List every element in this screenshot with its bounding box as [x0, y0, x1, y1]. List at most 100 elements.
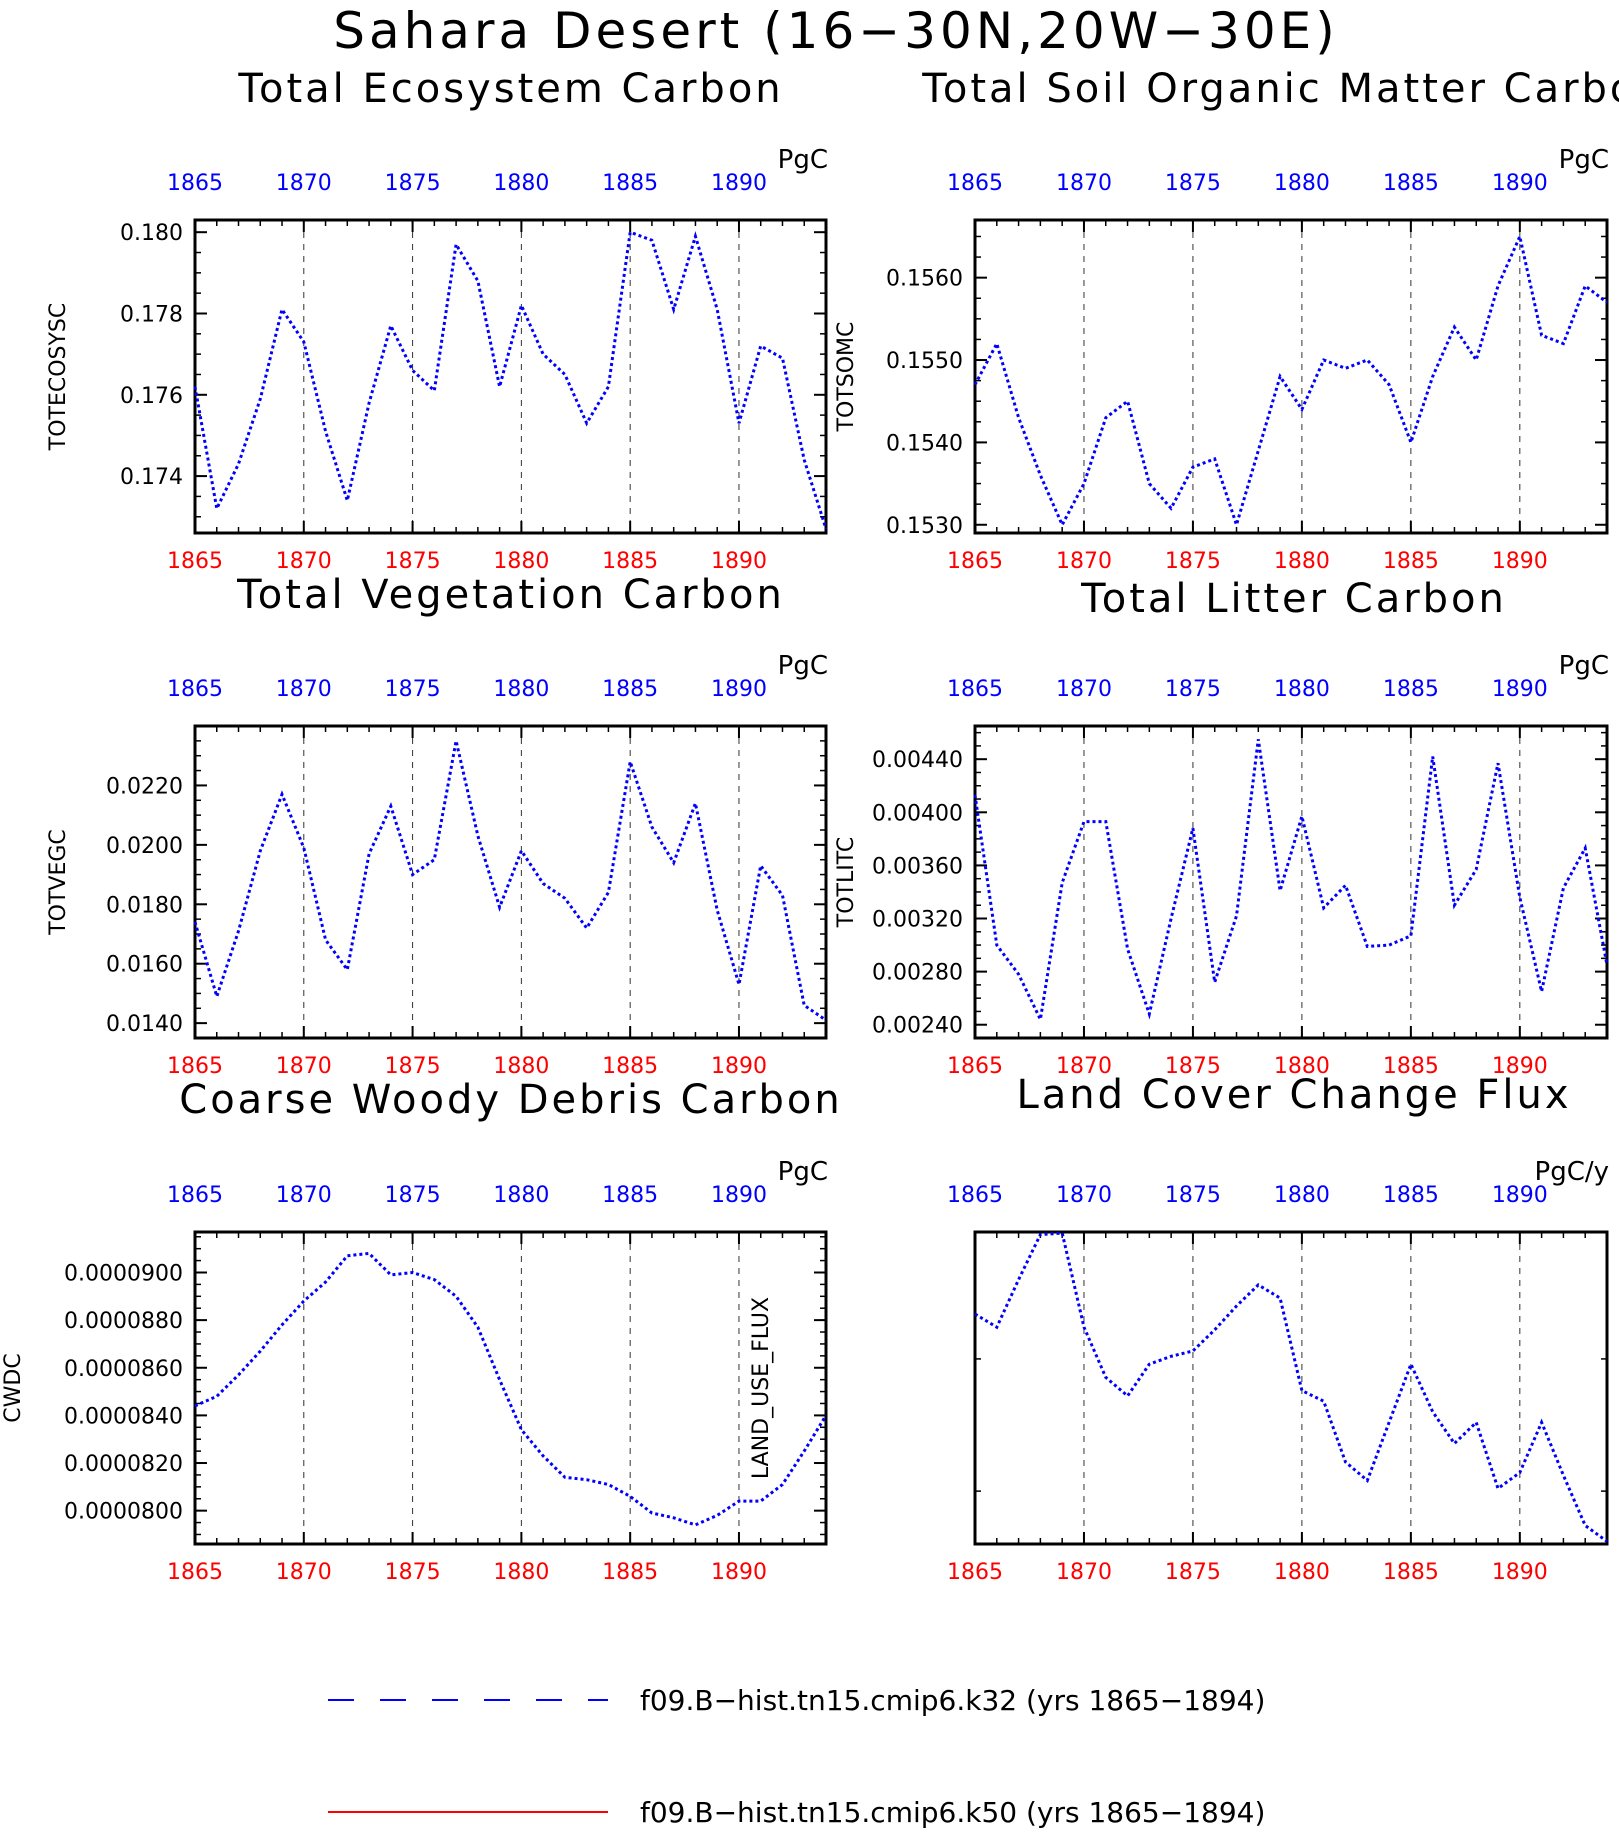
x-tick-label-bottom: 1865 — [947, 1054, 1003, 1079]
x-tick-label-bottom: 1880 — [1274, 549, 1330, 574]
x-tick-label-bottom: 1870 — [276, 1054, 332, 1079]
x-tick-label-top: 1890 — [711, 171, 767, 196]
panel-title: Total Ecosystem Carbon — [237, 66, 783, 112]
y-tick-label: 0.00240 — [872, 1014, 963, 1039]
plot-frame — [193, 218, 828, 535]
legend-label-k50: f09.B−hist.tn15.cmip6.k50 (yrs 1865−1894… — [640, 1796, 1265, 1829]
x-tick-label-bottom: 1875 — [385, 1560, 441, 1585]
series-line — [194, 1251, 828, 1527]
series-line — [974, 1231, 1608, 1543]
x-tick-label-bottom: 1870 — [276, 549, 332, 574]
y-tick-label: 0.00440 — [872, 748, 963, 773]
y-tick-label: 0.00400 — [872, 801, 963, 826]
x-tick-label-bottom: 1870 — [1056, 1054, 1112, 1079]
y-tick-label: 0.0000900 — [64, 1261, 183, 1286]
x-tick-label-top: 1865 — [947, 677, 1003, 702]
x-tick-label-bottom: 1870 — [1056, 1560, 1112, 1585]
x-tick-label-top: 1870 — [1056, 171, 1112, 196]
x-tick-label-bottom: 1880 — [493, 1054, 549, 1079]
y-axis-label: TOTECOSYSC — [46, 303, 71, 452]
y-tick-label: 0.00320 — [872, 908, 963, 933]
x-tick-label-top: 1890 — [1492, 171, 1548, 196]
x-tick-label-bottom: 1890 — [1492, 549, 1548, 574]
panel-title: Total Soil Organic Matter Carbon — [921, 66, 1619, 112]
x-tick-label-bottom: 1885 — [1383, 1560, 1439, 1585]
legend-label-k32: f09.B−hist.tn15.cmip6.k32 (yrs 1865−1894… — [640, 1684, 1265, 1717]
series-line — [193, 740, 827, 1022]
x-tick-label-top: 1880 — [493, 171, 549, 196]
y-tick-label: 0.0000800 — [64, 1500, 183, 1525]
x-tick-label-bottom: 1890 — [711, 549, 767, 574]
y-tick-label: 0.174 — [120, 465, 183, 490]
x-tick-label-top: 1880 — [493, 1183, 549, 1208]
y-tick-label: 0.178 — [120, 302, 183, 327]
y-tick-label: 0.1530 — [886, 514, 963, 539]
y-tick-label: 0.1540 — [886, 431, 963, 456]
series-line — [973, 739, 1609, 1025]
x-tick-label-top: 1875 — [1165, 1183, 1221, 1208]
x-tick-label-top: 1890 — [711, 677, 767, 702]
x-tick-label-top: 1865 — [167, 171, 223, 196]
x-tick-label-bottom: 1885 — [602, 549, 658, 574]
x-tick-label-top: 1870 — [276, 171, 332, 196]
x-tick-label-bottom: 1875 — [385, 549, 441, 574]
y-axis-label: CWDC — [1, 1353, 26, 1422]
y-tick-label: 0.176 — [120, 384, 183, 409]
x-tick-label-bottom: 1865 — [947, 549, 1003, 574]
x-tick-label-top: 1865 — [167, 677, 223, 702]
plot-frame — [973, 724, 1609, 1040]
x-tick-label-top: 1875 — [385, 677, 441, 702]
panel-3: Total Vegetation Carbon PgC 1865 1865 1870 18… — [46, 572, 828, 1079]
panel-title: Total Vegetation Carbon — [236, 572, 785, 618]
x-tick-label-bottom: 1875 — [1165, 1054, 1221, 1079]
panel-title: Coarse Woody Debris Carbon — [179, 1077, 842, 1123]
y-tick-label: 0.0220 — [106, 774, 183, 799]
x-tick-label-top: 1880 — [1274, 677, 1330, 702]
x-tick-label-bottom: 1885 — [602, 1560, 658, 1585]
units-label: PgC — [778, 651, 828, 681]
x-tick-label-bottom: 1885 — [1383, 1054, 1439, 1079]
panel-1: Total Ecosystem Carbon PgC 1865 1865 1870 187… — [46, 66, 828, 574]
panel-title: Total Litter Carbon — [1080, 576, 1507, 622]
legend: f09.B−hist.tn15.cmip6.k32 (yrs 1865−1894… — [328, 1684, 1265, 1829]
x-tick-label-bottom: 1865 — [167, 1054, 223, 1079]
x-tick-label-bottom: 1880 — [493, 549, 549, 574]
plot-frame — [193, 724, 828, 1040]
x-tick-label-top: 1890 — [1492, 677, 1548, 702]
x-tick-label-bottom: 1875 — [1165, 549, 1221, 574]
x-tick-label-bottom: 1880 — [1274, 1560, 1330, 1585]
series-line — [193, 230, 828, 530]
x-tick-label-top: 1870 — [1056, 1183, 1112, 1208]
x-tick-label-bottom: 1880 — [1274, 1054, 1330, 1079]
y-tick-label: 0.00280 — [872, 961, 963, 986]
x-tick-label-bottom: 1885 — [602, 1054, 658, 1079]
y-tick-label: 0.0000860 — [64, 1357, 183, 1382]
x-tick-label-top: 1865 — [167, 1183, 223, 1208]
units-label: PgC/y — [1535, 1157, 1609, 1187]
y-axis-label: TOTVEGC — [46, 829, 71, 936]
x-tick-label-top: 1865 — [947, 171, 1003, 196]
y-tick-label: 0.0000880 — [64, 1309, 183, 1334]
y-tick-label: 0.0000820 — [64, 1452, 183, 1477]
x-tick-label-top: 1885 — [1383, 1183, 1439, 1208]
x-tick-label-bottom: 1890 — [1492, 1560, 1548, 1585]
x-tick-label-top: 1870 — [1056, 677, 1112, 702]
x-tick-label-top: 1880 — [1274, 1183, 1330, 1208]
y-tick-label: 0.0140 — [106, 1012, 183, 1037]
panel-5: Coarse Woody Debris Carbon PgC 1865 1865 187… — [1, 1077, 842, 1585]
units-label: PgC — [1559, 145, 1609, 175]
series-line — [973, 231, 1608, 530]
x-tick-label-top: 1885 — [1383, 171, 1439, 196]
units-label: PgC — [778, 1157, 828, 1187]
units-label: PgC — [1559, 651, 1609, 681]
x-tick-label-top: 1890 — [711, 1183, 767, 1208]
y-tick-label: 0.180 — [120, 221, 183, 246]
x-tick-label-top: 1875 — [1165, 171, 1221, 196]
x-tick-label-top: 1885 — [1383, 677, 1439, 702]
x-tick-label-top: 1880 — [1274, 171, 1330, 196]
x-tick-label-bottom: 1875 — [385, 1054, 441, 1079]
x-tick-label-top: 1885 — [602, 1183, 658, 1208]
y-tick-label: 0.0180 — [106, 893, 183, 918]
x-tick-label-top: 1870 — [276, 677, 332, 702]
